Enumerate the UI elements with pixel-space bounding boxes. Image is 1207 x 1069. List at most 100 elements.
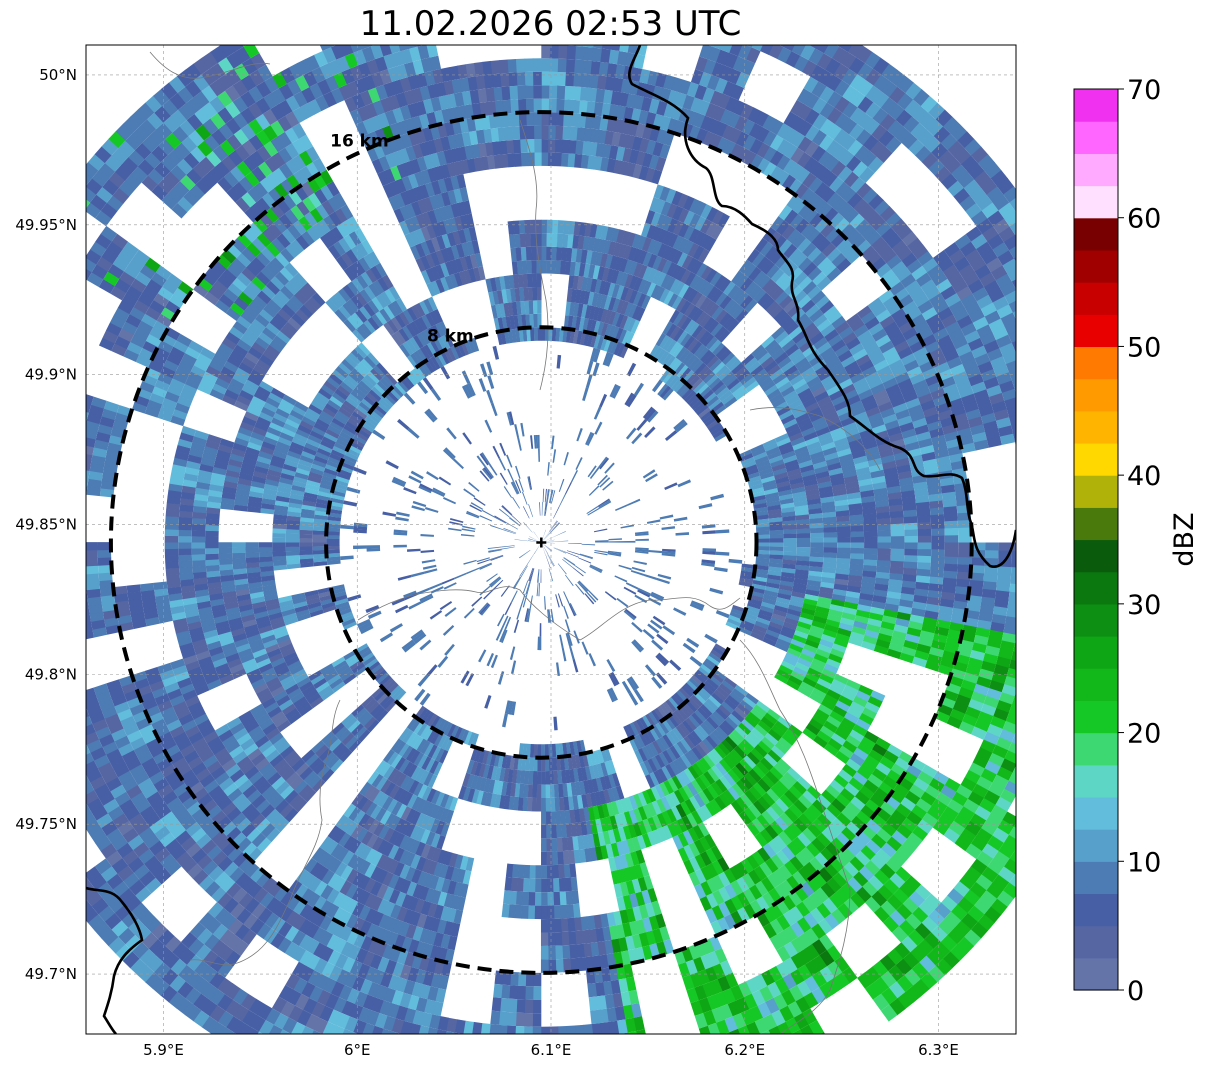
echo-gate — [628, 261, 638, 276]
echo-gate — [106, 873, 124, 890]
echo-gate — [522, 743, 528, 758]
echo-gate — [520, 593, 526, 607]
echo-gate — [886, 894, 903, 911]
echo-gate — [826, 822, 842, 838]
echo-gate — [620, 991, 632, 1007]
echo-gate — [397, 789, 409, 804]
echo-gate — [895, 866, 912, 883]
echo-gate — [688, 125, 701, 141]
echo-gate — [811, 290, 826, 305]
echo-gate — [911, 962, 929, 980]
echo-gate — [615, 785, 625, 800]
echo-gate — [625, 976, 637, 992]
echo-gate — [706, 878, 719, 894]
echo-gate — [750, 444, 765, 454]
echo-gate — [507, 700, 514, 715]
echo-gate — [959, 351, 975, 365]
echo-gate — [630, 570, 645, 576]
echo-gate — [840, 717, 856, 730]
echo-gate — [549, 85, 558, 99]
echo-gate — [903, 359, 920, 373]
echo-gate — [763, 753, 778, 767]
echo-gate — [739, 577, 754, 584]
echo-gate — [708, 18, 722, 34]
echo-gate — [437, 1016, 449, 1032]
echo-gate — [790, 131, 806, 148]
echo-gate — [528, 770, 534, 785]
echo-gate — [302, 788, 317, 803]
echo-gate — [122, 849, 139, 866]
echo-gate — [279, 785, 295, 800]
echo-gate — [581, 304, 588, 319]
echo-gate — [873, 589, 888, 598]
echo-gate — [836, 520, 851, 528]
echo-gate — [431, 847, 442, 863]
echo-gate — [748, 266, 762, 282]
echo-gate — [441, 1044, 453, 1059]
echo-gate — [823, 547, 838, 554]
echo-gate — [677, 479, 692, 488]
echo-gate — [470, 761, 479, 776]
echo-gate — [224, 982, 241, 1000]
echo-gate — [657, 573, 672, 580]
echo-gate — [622, 922, 633, 938]
echo-gate — [875, 737, 891, 751]
echo-gate — [387, 874, 400, 890]
echo-gate — [524, 608, 529, 622]
echo-gate — [302, 997, 318, 1014]
echo-gate — [551, 327, 557, 342]
echo-gate — [383, 901, 396, 917]
echo-gate — [584, 848, 592, 863]
echo-gate — [858, 389, 874, 401]
echo-gate — [925, 603, 940, 613]
echo-gate — [1018, 355, 1034, 369]
echo-gate — [209, 971, 226, 989]
echo-gate — [806, 376, 822, 389]
echo-gate — [208, 988, 226, 1006]
echo-gate — [742, 616, 757, 625]
echo-gate — [788, 785, 803, 800]
echo-gate — [620, 300, 629, 316]
echo-gate — [974, 170, 992, 188]
echo-gate — [661, 810, 673, 826]
echo-gate — [943, 563, 958, 572]
echo-gate — [802, 727, 817, 741]
echo-gate — [497, 613, 505, 627]
echo-gate — [745, 692, 759, 705]
echo-gate — [805, 589, 820, 597]
echo-gate — [610, 801, 620, 816]
echo-gate — [829, 779, 845, 794]
echo-gate — [723, 676, 738, 689]
echo-gate — [770, 784, 785, 799]
echo-gate — [846, 491, 862, 500]
echo-gate — [648, 344, 660, 359]
echo-gate — [992, 850, 1010, 867]
echo-gate — [612, 77, 624, 93]
echo-gate — [718, 758, 732, 773]
echo-gate — [844, 427, 860, 438]
echo-gate — [722, 755, 736, 770]
echo-gate — [444, 795, 454, 810]
echo-gate — [654, 286, 666, 301]
echo-gate — [673, 607, 687, 616]
echo-gate — [879, 315, 896, 329]
echo-gate — [901, 646, 917, 657]
echo-gate — [707, 1022, 721, 1034]
echo-gate — [144, 915, 161, 933]
echo-gate — [817, 703, 833, 716]
echo-gate — [553, 716, 558, 731]
echo-gate — [848, 569, 863, 577]
echo-gate — [555, 743, 561, 758]
echo-gate — [680, 754, 692, 769]
echo-gate — [730, 608, 745, 617]
echo-gate — [613, 118, 624, 134]
echo-gate — [691, 810, 703, 825]
echo-gate — [840, 52, 857, 70]
echo-gate — [840, 689, 856, 702]
echo-gate — [845, 313, 862, 327]
echo-gate — [770, 617, 785, 626]
echo-gate — [832, 432, 847, 443]
echo-gate — [428, 1014, 441, 1030]
